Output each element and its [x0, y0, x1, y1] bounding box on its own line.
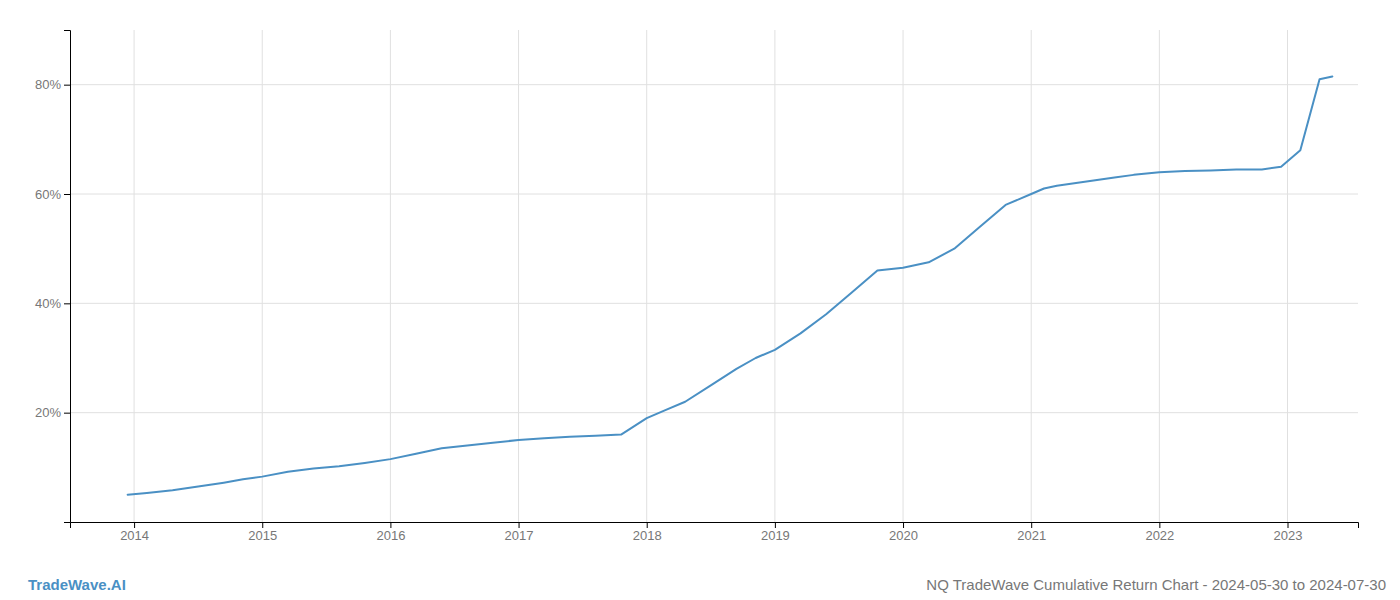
tick-mark: [1159, 522, 1160, 528]
grid-line-x: [134, 30, 135, 522]
grid-line-x: [1287, 30, 1288, 522]
tick-label: 2016: [376, 528, 405, 543]
tick: 40%: [35, 296, 70, 311]
tick-mark: [64, 194, 70, 195]
tick-label: 2014: [120, 528, 149, 543]
tick: 2016: [376, 522, 405, 543]
tick-label: 60%: [35, 187, 61, 202]
footer: TradeWave.AI: [28, 576, 126, 593]
grid-line-x: [390, 30, 391, 522]
tick-label: 2015: [248, 528, 277, 543]
tick-mark: [647, 522, 648, 528]
tick: 60%: [35, 187, 70, 202]
grid-line-x: [1159, 30, 1160, 522]
tick-mark: [1288, 522, 1289, 528]
grid-line-x: [774, 30, 775, 522]
tick-mark: [64, 85, 70, 86]
tick-label: 40%: [35, 296, 61, 311]
plot-area: [128, 76, 1333, 494]
axis-line: [71, 523, 1359, 529]
grid-line-x: [262, 30, 263, 522]
grid-line-x: [1031, 30, 1032, 522]
tick: 2019: [761, 522, 790, 543]
y-axis: 20% 40% 60% 80%: [35, 31, 71, 523]
tick-label: 80%: [35, 77, 61, 92]
tick-mark: [64, 303, 70, 304]
tick: 2022: [1145, 522, 1174, 543]
grid-line-x: [903, 30, 904, 522]
tick-label: 2018: [633, 528, 662, 543]
line: [128, 76, 1333, 494]
x-axis: 2014 2015 2016 2017 2018 2019 2020 2021 2022 2023: [71, 522, 1359, 543]
tick-mark: [903, 522, 904, 528]
grid-line-y: [70, 412, 1358, 413]
tick: 2014: [120, 522, 149, 543]
grid: [70, 30, 1358, 522]
tick: 2021: [1017, 522, 1046, 543]
tick: 20%: [35, 405, 70, 420]
tick-mark: [390, 522, 391, 528]
chart: 2014 2015 2016 2017 2018 2019 2020 2021 2022 2023…: [0, 0, 1400, 600]
axis-line: [64, 31, 71, 523]
tick-mark: [1031, 522, 1032, 528]
tick: 2023: [1274, 522, 1303, 543]
tick-label: 2017: [505, 528, 534, 543]
tick-label: 2019: [761, 528, 790, 543]
tick-label: 20%: [35, 405, 61, 420]
tick-mark: [134, 522, 135, 528]
tick: 2018: [633, 522, 662, 543]
title: NQ TradeWave Cumulative Return Chart - 2…: [926, 576, 1386, 593]
grid-line-x: [518, 30, 519, 522]
grid-line-x: [646, 30, 647, 522]
grid-line-y: [70, 84, 1358, 85]
grid-line-y: [70, 194, 1358, 195]
tick-mark: [775, 522, 776, 528]
tick-label: 2023: [1274, 528, 1303, 543]
tick-label: 2021: [1017, 528, 1046, 543]
tick: 2017: [505, 522, 534, 543]
tick-mark: [64, 413, 70, 414]
tick-mark: [519, 522, 520, 528]
tick: 80%: [35, 77, 70, 92]
tick: 2015: [248, 522, 277, 543]
tick-label: 2022: [1145, 528, 1174, 543]
tick: 2020: [889, 522, 918, 543]
tick-mark: [262, 522, 263, 528]
tick-label: 2020: [889, 528, 918, 543]
grid-line-y: [70, 303, 1358, 304]
